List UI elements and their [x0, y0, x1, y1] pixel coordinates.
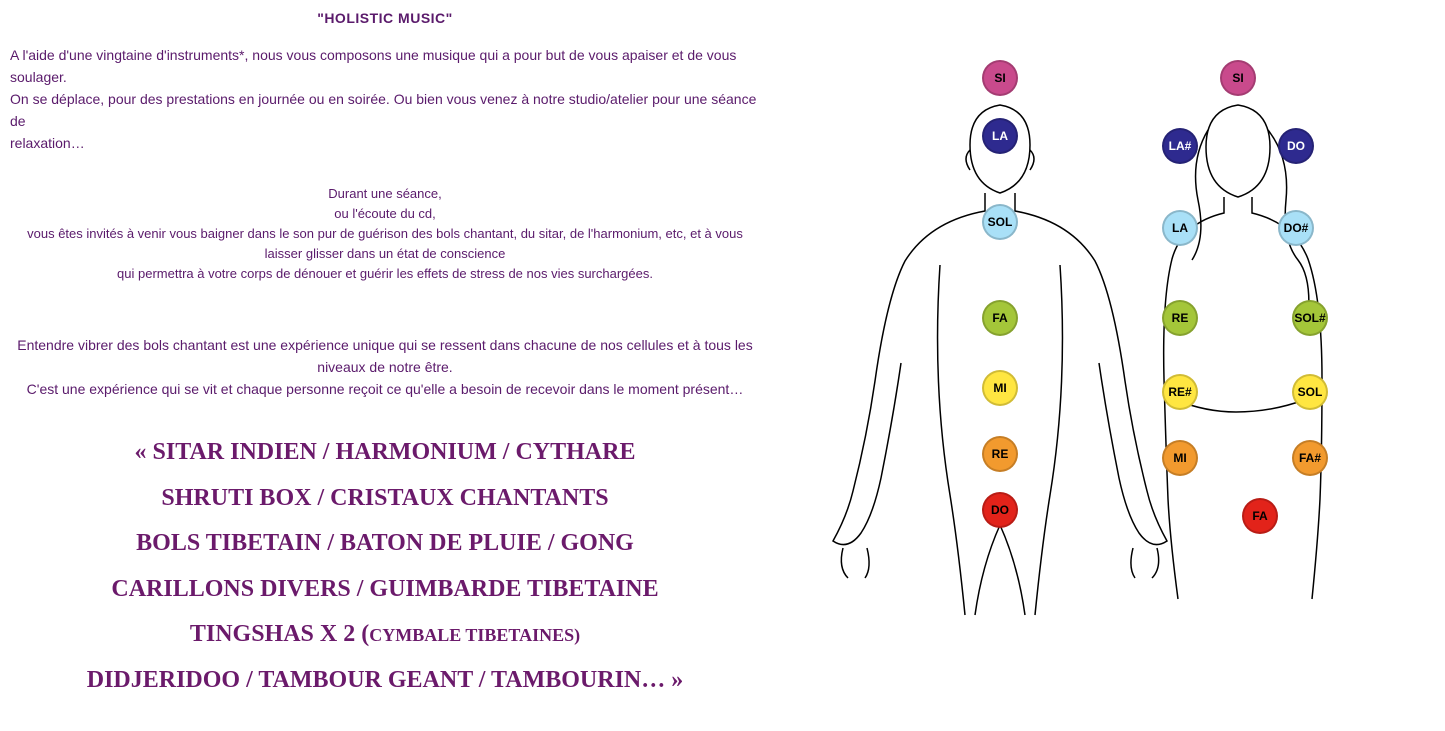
chakra-note-re: RE	[1162, 300, 1198, 336]
instruments-line-5a: TINGSHAS X 2 (	[190, 621, 369, 647]
instruments-list: « SITAR INDIEN / HARMONIUM / CYTHARE SHR…	[10, 430, 760, 704]
exp-line-2: C'est une expérience qui se vit et chaqu…	[27, 381, 744, 397]
chakra-note-sol: SOL	[982, 204, 1018, 240]
exp-line-1: Entendre vibrer des bols chantant est un…	[17, 337, 752, 375]
chakra-note-resharp: RE#	[1162, 374, 1198, 410]
instruments-line-4: CARILLONS DIVERS / GUIMBARDE TIBETAINE	[10, 567, 760, 613]
instruments-line-5b: CYMBALE TIBETAINES)	[369, 625, 580, 645]
instruments-line-5: TINGSHAS X 2 (CYMBALE TIBETAINES)	[10, 612, 760, 658]
chakra-note-mi: MI	[1162, 440, 1198, 476]
chakra-note-la: LA	[1162, 210, 1198, 246]
chakra-note-si: SI	[982, 60, 1018, 96]
chakra-note-sol: SOL	[1292, 374, 1328, 410]
chakra-note-do: DO	[1278, 128, 1314, 164]
female-outline	[1164, 105, 1322, 599]
chakra-diagram: SI LA SOL FA MI RE DO SI LA# LA RE RE# MI DO DO# SOL# SO…	[820, 50, 1420, 680]
intro-line-1: A l'aide d'une vingtaine d'instruments*,…	[10, 47, 736, 85]
chakra-note-solsharp: SOL#	[1292, 300, 1328, 336]
instruments-line-3: BOLS TIBETAIN / BATON DE PLUIE / GONG	[10, 521, 760, 567]
session-line-1: Durant une séance,	[328, 186, 441, 201]
session-paragraph: Durant une séance, ou l'écoute du cd, vo…	[10, 184, 760, 284]
session-line-2: ou l'écoute du cd,	[334, 206, 436, 221]
chakra-note-lasharp: LA#	[1162, 128, 1198, 164]
chakra-note-fasharp: FA#	[1292, 440, 1328, 476]
intro-line-2: On se déplace, pour des prestations en j…	[10, 91, 756, 129]
instruments-line-2: SHRUTI BOX / CRISTAUX CHANTANTS	[10, 476, 760, 522]
chakra-note-fa: FA	[982, 300, 1018, 336]
text-column: "HOLISTIC MUSIC" A l'aide d'une vingtain…	[0, 0, 780, 731]
intro-paragraph: A l'aide d'une vingtaine d'instruments*,…	[10, 44, 760, 154]
chakra-note-dosharp: DO#	[1278, 210, 1314, 246]
chakra-note-si: SI	[1220, 60, 1256, 96]
chakra-note-mi: MI	[982, 370, 1018, 406]
instruments-line-1: « SITAR INDIEN / HARMONIUM / CYTHARE	[10, 430, 760, 476]
body-outlines	[820, 50, 1420, 680]
page-title: "HOLISTIC MUSIC"	[10, 10, 760, 26]
experience-paragraph: Entendre vibrer des bols chantant est un…	[10, 334, 760, 400]
instruments-line-6: DIDJERIDOO / TAMBOUR GEANT / TAMBOURIN… …	[10, 658, 760, 704]
chakra-note-re: RE	[982, 436, 1018, 472]
chakra-note-fa: FA	[1242, 498, 1278, 534]
chakra-note-do: DO	[982, 492, 1018, 528]
intro-line-3: relaxation…	[10, 135, 85, 151]
session-line-3: vous êtes invités à venir vous baigner d…	[27, 226, 743, 261]
session-line-4: qui permettra à votre corps de dénouer e…	[117, 266, 653, 281]
male-outline	[833, 105, 1167, 615]
chakra-note-la: LA	[982, 118, 1018, 154]
